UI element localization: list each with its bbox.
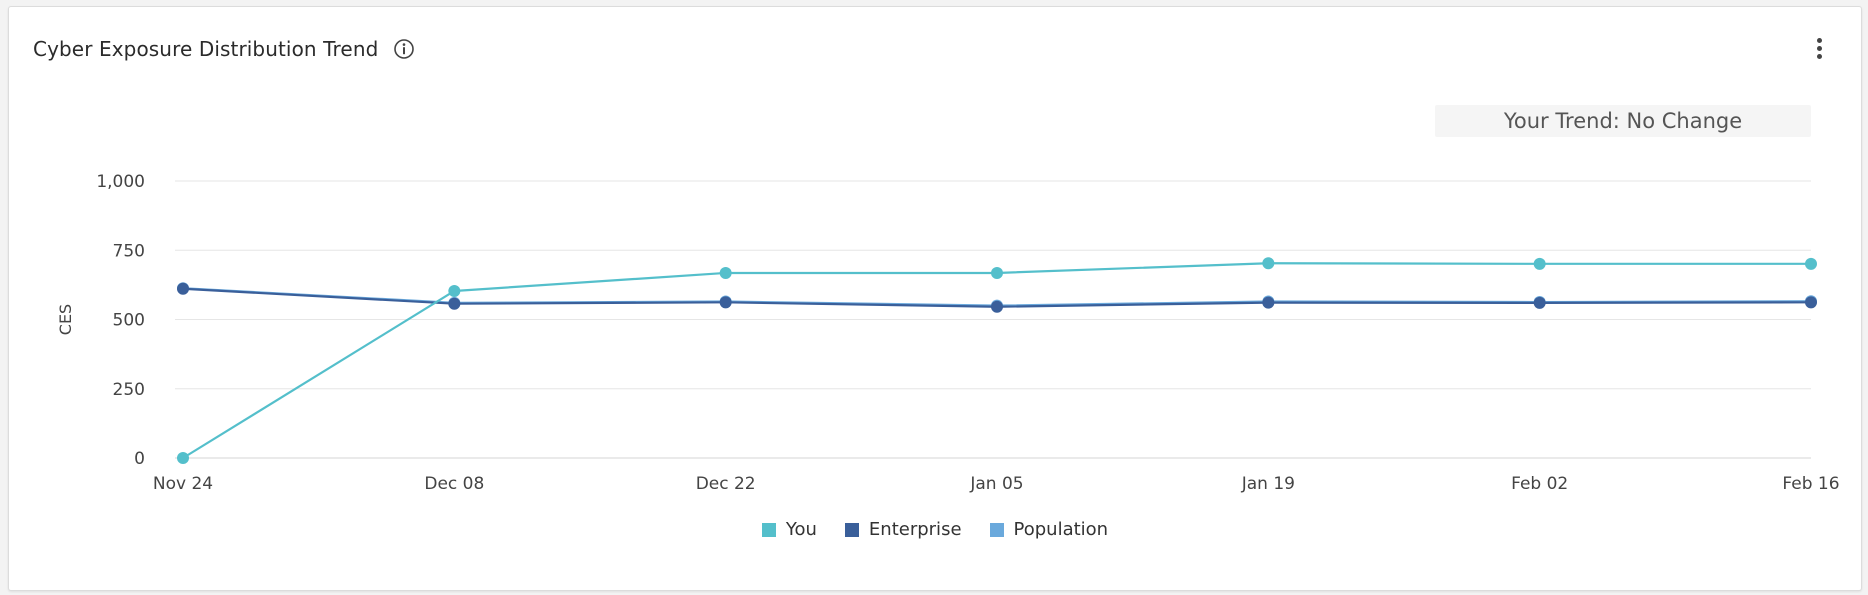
legend-label: You: [785, 519, 817, 540]
trend-summary: Your Trend: No Change: [1435, 105, 1811, 137]
data-point-you: [1262, 257, 1275, 270]
line-chart: 0 250 500 750 1,000 CES Nov 24 Dec 08 Dec 22 Jan …: [56, 172, 1840, 494]
y-tick-label: 0: [134, 449, 145, 469]
y-axis-label: CES: [56, 304, 75, 335]
data-point-you: [448, 284, 461, 297]
series-line-you: [182, 262, 1811, 459]
legend-label: Enterprise: [868, 519, 962, 540]
data-point-enterprise: [1805, 296, 1817, 309]
x-tick-label: Feb 02: [1511, 474, 1568, 494]
legend-swatch: [989, 522, 1004, 537]
data-point-you: [991, 266, 1003, 279]
x-tick-label: Feb 16: [1782, 474, 1839, 494]
data-point-you: [1533, 257, 1546, 270]
data-point-enterprise: [719, 296, 732, 309]
legend-label: Population: [1013, 519, 1109, 540]
data-point-enterprise: [1262, 296, 1275, 309]
y-tick-label: 250: [113, 380, 145, 400]
x-tick-label: Jan 19: [1241, 474, 1295, 494]
data-point-enterprise: [1533, 296, 1546, 309]
legend-item-you[interactable]: You: [761, 519, 817, 540]
info-icon[interactable]: [393, 38, 415, 60]
x-tick-label: Nov 24: [153, 474, 213, 494]
legend-item-population[interactable]: Population: [989, 519, 1109, 540]
x-tick-label: Jan 05: [969, 474, 1023, 494]
x-tick-label: Dec 08: [424, 474, 484, 494]
legend-swatch: [761, 522, 776, 537]
x-tick-label: Dec 22: [696, 474, 756, 494]
chart-legend: You Enterprise Population: [9, 519, 1861, 540]
data-point-enterprise: [991, 300, 1003, 313]
card-title: Cyber Exposure Distribution Trend: [33, 37, 379, 61]
y-tick-label: 500: [113, 311, 145, 331]
chart-card: Cyber Exposure Distribution Trend Your T…: [8, 6, 1862, 591]
legend-item-enterprise[interactable]: Enterprise: [844, 519, 962, 540]
data-point-enterprise: [448, 297, 461, 310]
more-vertical-icon[interactable]: [1809, 38, 1829, 62]
y-tick-label: 750: [113, 241, 145, 261]
data-point-enterprise: [177, 282, 189, 295]
trend-label: Your Trend: No Change: [1503, 109, 1743, 133]
y-tick-label: 1,000: [96, 172, 145, 192]
data-point-you: [177, 452, 189, 464]
legend-swatch: [844, 522, 859, 537]
data-point-you: [1805, 257, 1817, 270]
data-point-you: [719, 266, 732, 279]
